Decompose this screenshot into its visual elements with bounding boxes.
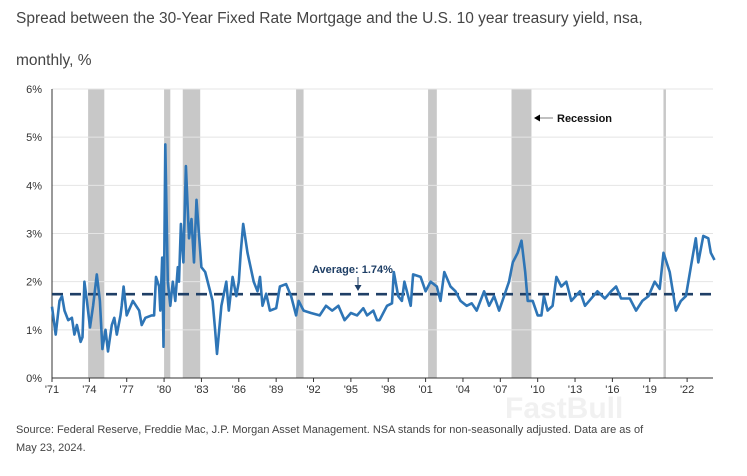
x-tick-label: '71: [45, 384, 59, 396]
footnote-line1: Source: Federal Reserve, Freddie Mac, J.…: [16, 424, 644, 436]
x-tick-label: '80: [157, 384, 171, 396]
x-tick-label: '74: [82, 384, 96, 396]
x-tick-label: '89: [269, 384, 283, 396]
y-tick-label: 3%: [26, 229, 42, 241]
recession-legend: Recession: [534, 113, 612, 125]
x-tick-label: '16: [605, 384, 619, 396]
y-tick-label: 5%: [26, 132, 42, 144]
x-tick-label: '07: [493, 384, 507, 396]
x-tick-label: '22: [680, 384, 694, 396]
y-tick-label: 4%: [26, 180, 42, 192]
average-label: Average: 1.74%: [312, 264, 393, 276]
x-tick-label: '04: [456, 384, 470, 396]
x-tick-label: '01: [418, 384, 432, 396]
average-arrow-icon: [354, 277, 362, 291]
footnote: Source: Federal Reserve, Freddie Mac, J.…: [16, 421, 716, 457]
x-tick-label: '92: [306, 384, 320, 396]
chart-title-line2: monthly, %: [16, 52, 92, 69]
y-tick-label: 1%: [26, 325, 42, 337]
x-tick-label: '86: [232, 384, 246, 396]
y-tick-label: 6%: [26, 84, 42, 96]
x-tick-label: '13: [568, 384, 582, 396]
y-tick-label: 2%: [26, 277, 42, 289]
footnote-line2: May 23, 2024.: [16, 442, 86, 454]
spread-series-line: [50, 143, 716, 356]
x-tick-label: '77: [120, 384, 134, 396]
watermark: FastBull: [505, 392, 624, 425]
arrow-left-icon: [534, 114, 540, 122]
x-tick-label: '83: [194, 384, 208, 396]
x-tick-label: '10: [531, 384, 545, 396]
y-tick-label: 0%: [26, 373, 42, 385]
chart-title-line1: Spread between the 30-Year Fixed Rate Mo…: [16, 10, 643, 27]
recession-legend-label: Recession: [557, 113, 612, 125]
x-tick-label: '19: [643, 384, 657, 396]
x-tick-label: '95: [344, 384, 358, 396]
x-tick-label: '98: [381, 384, 395, 396]
